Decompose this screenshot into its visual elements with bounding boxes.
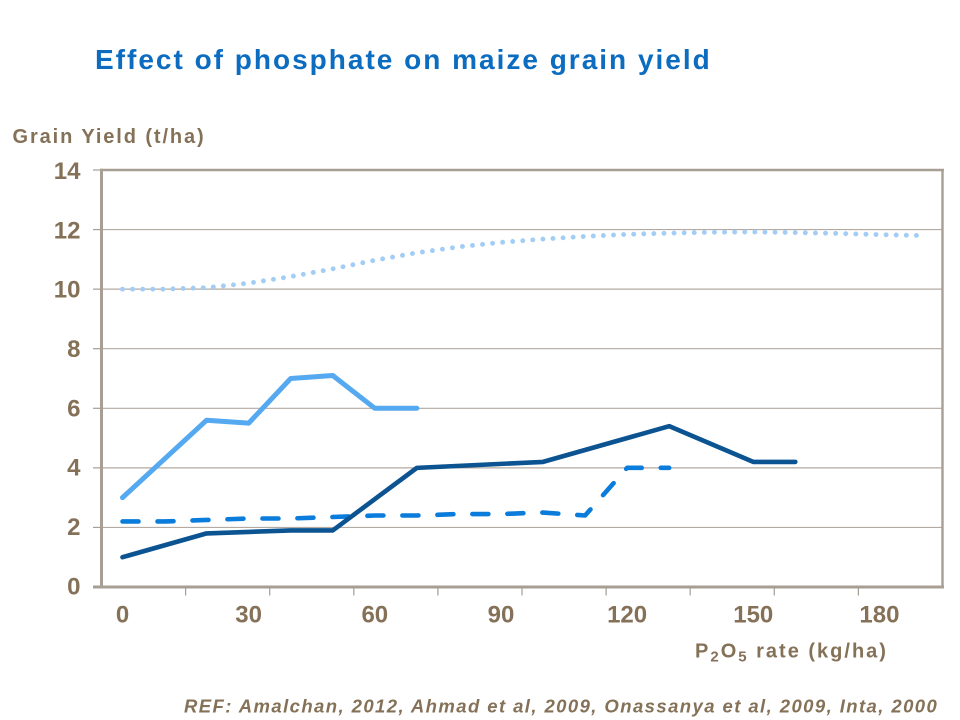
svg-text:150: 150 <box>733 602 773 629</box>
svg-text:90: 90 <box>488 602 515 629</box>
svg-text:14: 14 <box>54 158 81 185</box>
svg-text:60: 60 <box>361 602 388 629</box>
svg-text:Effect of phosphate on maize g: Effect of phosphate on maize grain yield <box>95 44 712 75</box>
svg-text:0: 0 <box>116 602 129 629</box>
svg-text:6: 6 <box>67 395 80 422</box>
svg-text:Grain Yield (t/ha): Grain Yield (t/ha) <box>13 126 206 148</box>
svg-text:12: 12 <box>54 217 81 244</box>
svg-text:4: 4 <box>67 455 81 482</box>
svg-text:120: 120 <box>607 602 647 629</box>
svg-text:2: 2 <box>67 514 80 541</box>
svg-text:P2O5 rate (kg/ha): P2O5 rate (kg/ha) <box>695 641 888 666</box>
svg-text:30: 30 <box>235 602 262 629</box>
svg-text:REF: Amalchan, 2012, Ahmad et: REF: Amalchan, 2012, Ahmad et al, 2009, … <box>184 696 938 717</box>
svg-text:8: 8 <box>67 336 80 363</box>
svg-text:180: 180 <box>859 602 899 629</box>
svg-text:0: 0 <box>67 573 80 600</box>
svg-text:10: 10 <box>54 277 81 304</box>
